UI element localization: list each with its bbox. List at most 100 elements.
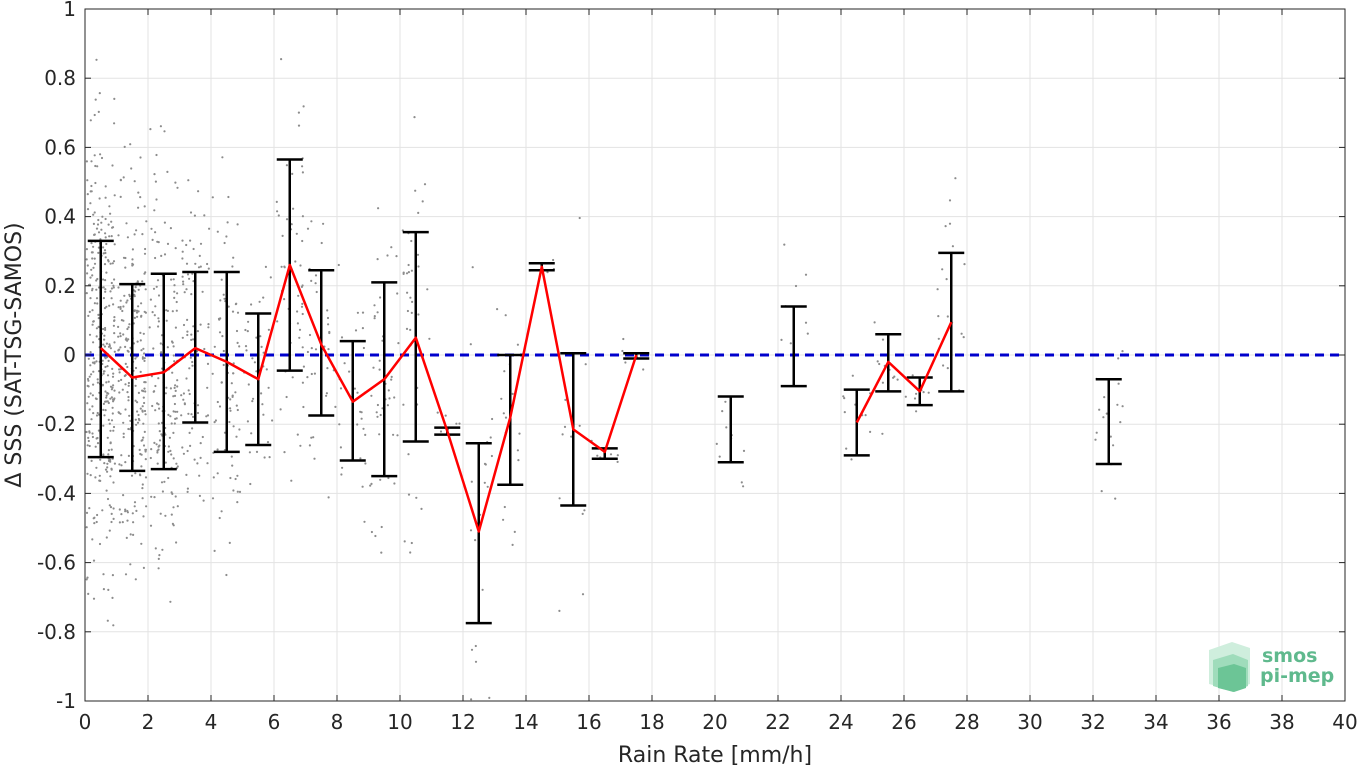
scatter-point xyxy=(158,430,161,433)
scatter-point xyxy=(87,379,90,382)
scatter-point xyxy=(104,409,107,412)
scatter-point xyxy=(247,320,250,323)
scatter-point xyxy=(172,345,175,348)
scatter-point xyxy=(151,238,154,241)
scatter-point xyxy=(174,384,177,387)
scatter-point xyxy=(326,309,329,312)
scatter-point xyxy=(181,336,184,339)
scatter-point xyxy=(143,205,146,208)
scatter-point xyxy=(142,515,145,518)
scatter-point xyxy=(186,330,189,333)
scatter-point xyxy=(246,420,249,423)
scatter-point xyxy=(410,541,413,545)
scatter-point xyxy=(160,481,164,484)
scatter-point xyxy=(214,419,217,422)
scatter-point xyxy=(229,409,232,412)
x-tick-labels: 0 2 4 6 8 10 12 14 16 18 20 22 24 26 28 30 32 34 36 38 40 xyxy=(79,9,1358,734)
scatter-point xyxy=(167,445,170,448)
scatter-point xyxy=(500,397,503,400)
scatter-point xyxy=(235,329,239,333)
scatter-point xyxy=(185,473,188,476)
scatter-point xyxy=(139,339,142,342)
scatter-point xyxy=(310,220,313,223)
scatter-point xyxy=(88,310,91,313)
scatter-point xyxy=(172,506,175,509)
scatter-point xyxy=(93,361,96,364)
scatter-point xyxy=(718,455,721,458)
scatter-point xyxy=(417,313,420,316)
scatter-point xyxy=(163,480,166,483)
scatter-point xyxy=(231,310,235,313)
scatter-point xyxy=(301,171,304,174)
scatter-point xyxy=(92,559,96,562)
scatter-point xyxy=(806,332,809,335)
scatter-point xyxy=(92,222,95,225)
scatter-point xyxy=(156,451,159,454)
scatter-point xyxy=(503,505,506,509)
scatter-point xyxy=(196,330,199,333)
scatter-point xyxy=(164,392,167,395)
scatter-point xyxy=(173,422,176,425)
scatter-point xyxy=(262,351,265,354)
scatter-point xyxy=(511,543,514,547)
scatter-point xyxy=(95,414,99,417)
scatter-point xyxy=(960,332,963,335)
scatter-point xyxy=(121,521,124,524)
scatter-point xyxy=(306,227,310,230)
scatter-point xyxy=(89,392,92,395)
scatter-point xyxy=(93,257,96,260)
scatter-point xyxy=(558,497,561,500)
scatter-point xyxy=(126,365,129,369)
scatter-point xyxy=(253,361,256,364)
scatter-point xyxy=(1114,497,1117,500)
scatter-point xyxy=(119,195,122,198)
scatter-point xyxy=(93,154,96,157)
scatter-point xyxy=(380,551,383,554)
scatter-point xyxy=(161,548,164,551)
scatter-point xyxy=(87,592,90,596)
scatter-point xyxy=(176,292,179,295)
scatter-point xyxy=(564,398,567,401)
scatter-point xyxy=(232,489,235,492)
scatter-point xyxy=(85,511,89,514)
scatter-point xyxy=(302,405,305,409)
scatter-point xyxy=(131,248,134,251)
scatter-point xyxy=(108,205,111,208)
scatter-point xyxy=(90,459,93,462)
scatter-point xyxy=(140,302,143,305)
scatter-point xyxy=(1116,403,1119,406)
scatter-point xyxy=(154,180,157,183)
scatter-point xyxy=(109,347,112,350)
scatter-point xyxy=(171,492,174,495)
scatter-point xyxy=(174,410,177,413)
scatter-point xyxy=(126,391,129,394)
scatter-point xyxy=(941,268,944,271)
scatter-point xyxy=(117,379,120,383)
scatter-point xyxy=(106,466,109,469)
scatter-point xyxy=(234,391,237,394)
scatter-point xyxy=(104,196,107,199)
scatter-point xyxy=(118,411,121,414)
scatter-point xyxy=(112,400,115,403)
scatter-point xyxy=(118,508,121,511)
scatter-point xyxy=(951,245,955,248)
scatter-point xyxy=(842,395,845,398)
scatter-point xyxy=(379,296,382,299)
scatter-point xyxy=(124,374,127,377)
scatter-point xyxy=(141,497,144,500)
scatter-point xyxy=(95,437,98,440)
scatter-point xyxy=(261,403,264,406)
scatter-point xyxy=(107,223,110,226)
scatter-point xyxy=(86,193,89,196)
scatter-point xyxy=(150,448,153,451)
scatter-point xyxy=(143,401,146,405)
scatter-point xyxy=(171,371,174,374)
scatter-point xyxy=(306,350,309,354)
scatter-point xyxy=(152,390,155,393)
scatter-point xyxy=(105,271,108,274)
scatter-point xyxy=(160,254,163,257)
scatter-point xyxy=(299,264,302,267)
scatter-point xyxy=(134,357,137,360)
scatter-point xyxy=(238,345,241,348)
scatter-point xyxy=(163,253,167,256)
